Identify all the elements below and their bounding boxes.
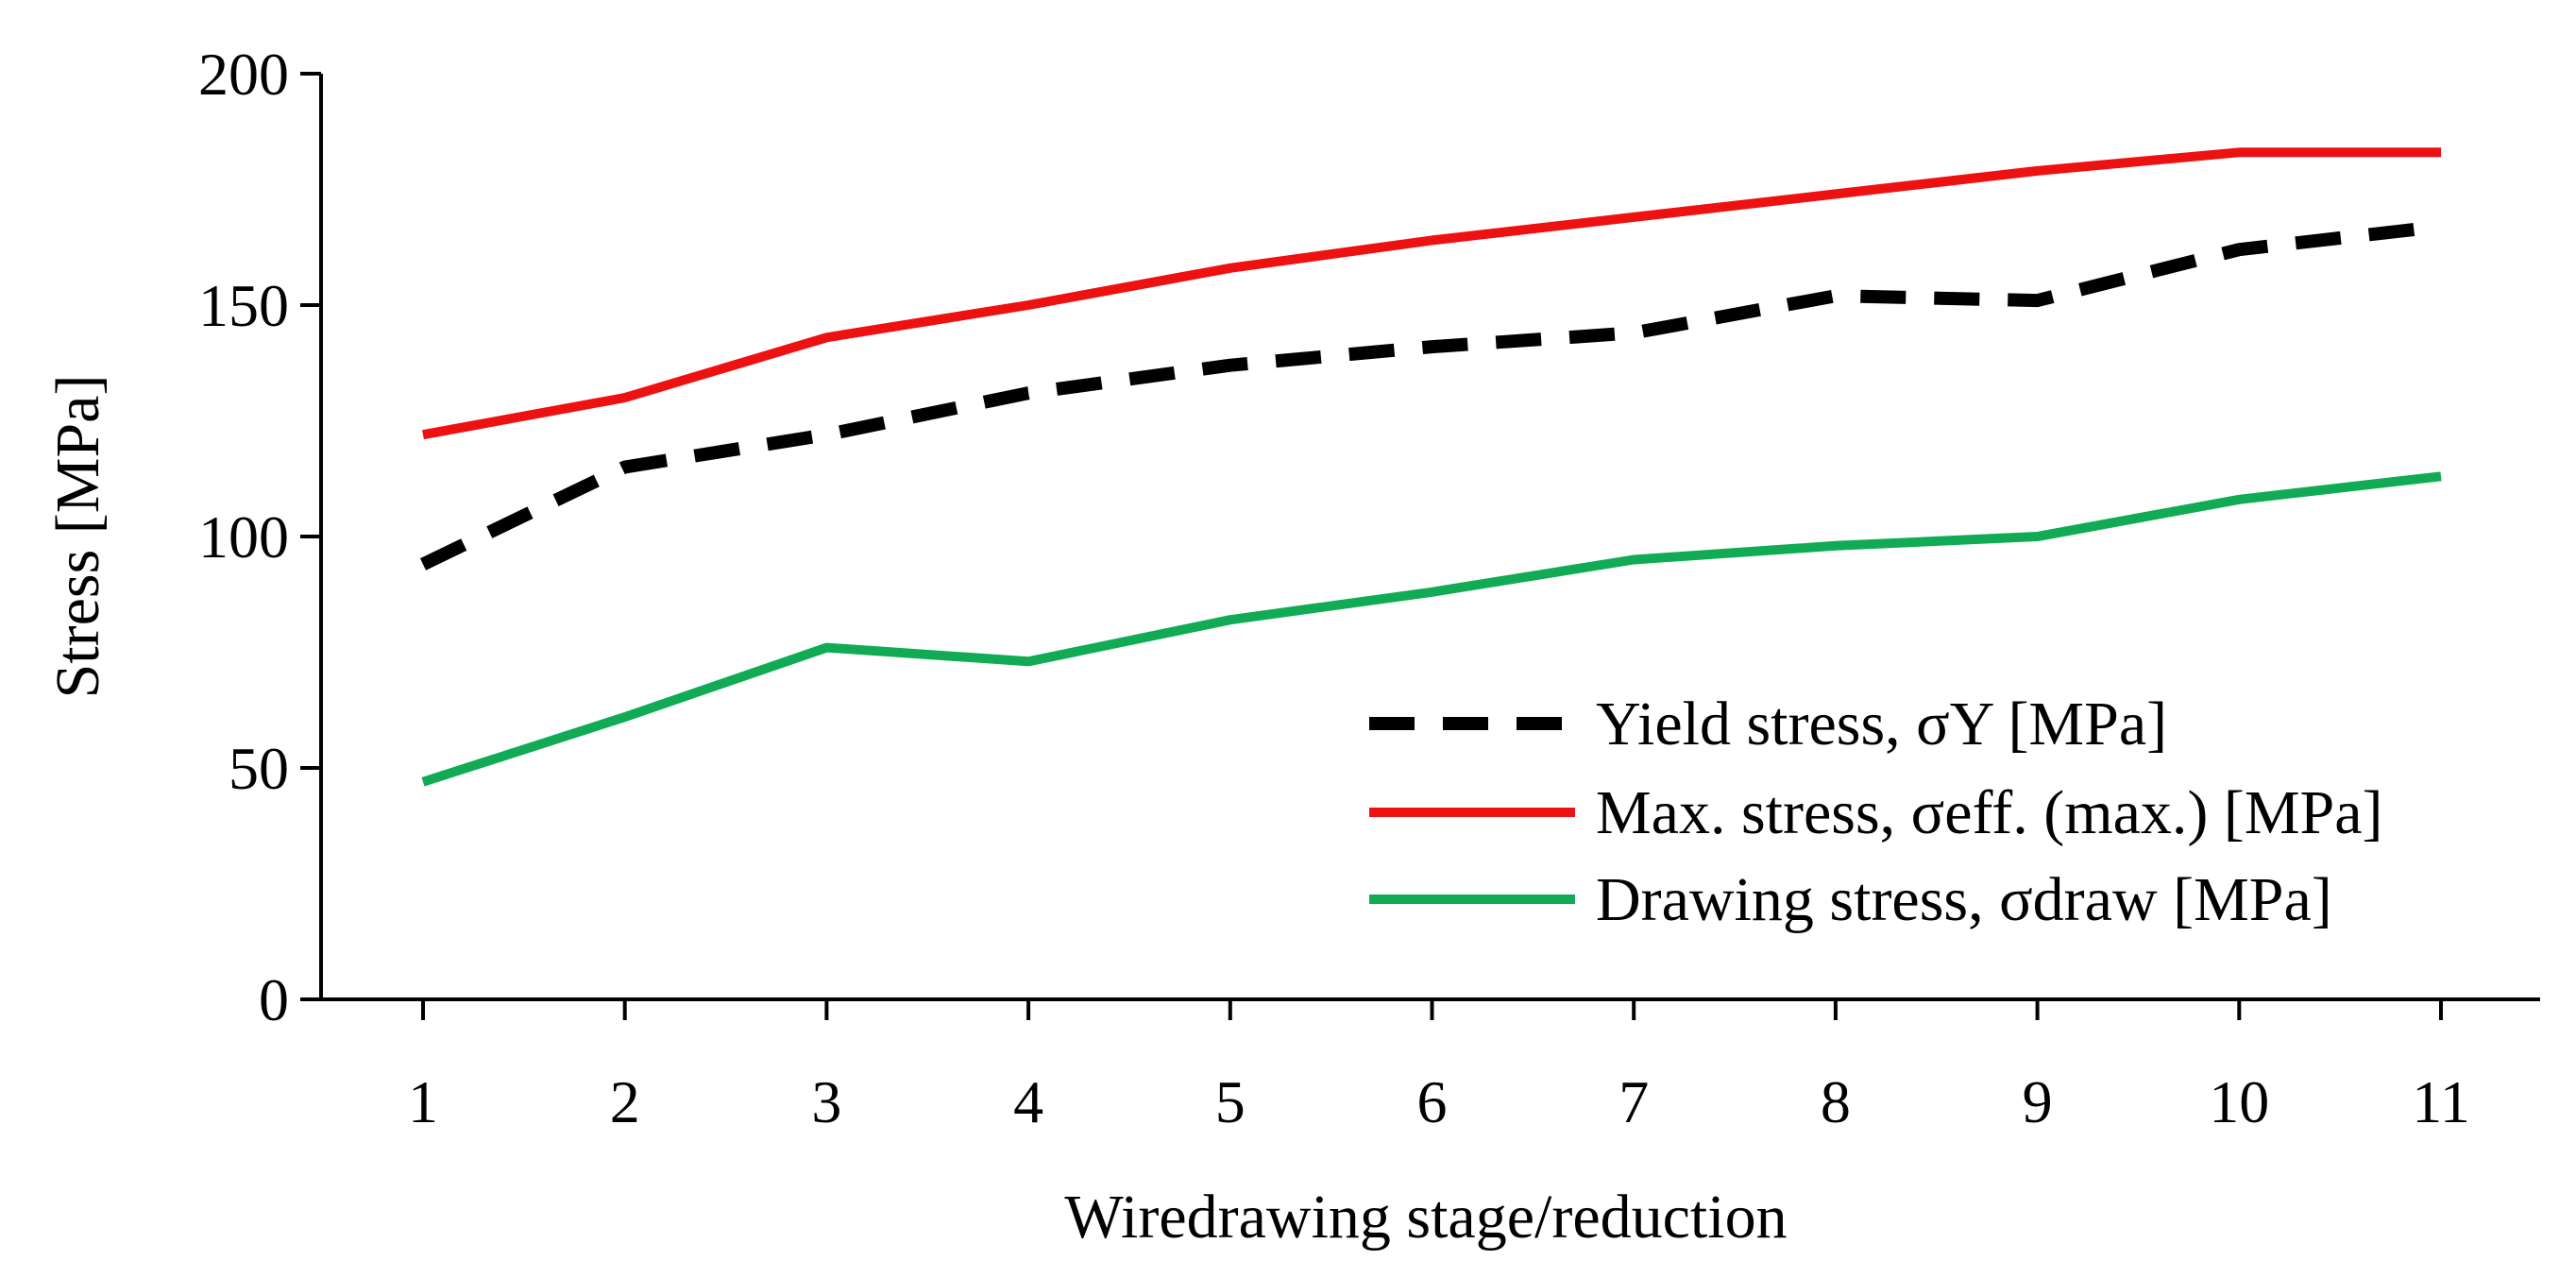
axes [300, 72, 2540, 1020]
x-tick-label: 11 [2412, 1068, 2470, 1135]
y-tick-label: 0 [259, 966, 289, 1033]
legend-label-3: Drawing stress, σdraw [MPa] [1596, 865, 2332, 934]
x-axis-title: Wiredrawing stage/reduction [1064, 1183, 1787, 1252]
y-tick-label: 50 [229, 735, 289, 802]
series-line-1 [419, 219, 2442, 571]
y-tick-label: 150 [198, 272, 289, 339]
x-tick-label: 3 [811, 1068, 841, 1135]
x-tick-label: 7 [1618, 1068, 1649, 1135]
legend-label-1: Yield stress, σY [MPa] [1596, 690, 2167, 758]
y-tick-label: 100 [198, 503, 289, 571]
x-tick-labels: 1 2 3 4 5 6 7 8 9 10 11 [408, 1068, 2470, 1135]
series-line-3 [421, 471, 2442, 787]
x-tick-label: 8 [1821, 1068, 1851, 1135]
x-tick-label: 10 [2209, 1068, 2269, 1135]
x-tick-label: 6 [1417, 1068, 1448, 1135]
x-tick-label: 1 [408, 1068, 438, 1135]
series-group [419, 147, 2442, 787]
x-tick-label: 9 [2023, 1068, 2053, 1135]
y-axis-title: Stress [MPa] [43, 375, 112, 699]
y-tick-labels: 0 50 100 150 200 [198, 41, 289, 1033]
series-line-2 [422, 147, 2441, 440]
y-tick-label: 200 [198, 41, 289, 108]
legend-label-2: Max. stress, σeff. (max.) [MPa] [1596, 778, 2383, 847]
x-tick-label: 2 [610, 1068, 640, 1135]
x-tick-label: 5 [1215, 1068, 1246, 1135]
x-tick-label: 4 [1013, 1068, 1043, 1135]
legend: Yield stress, σY [MPa] Max. stress, σeff.… [1369, 690, 2383, 934]
